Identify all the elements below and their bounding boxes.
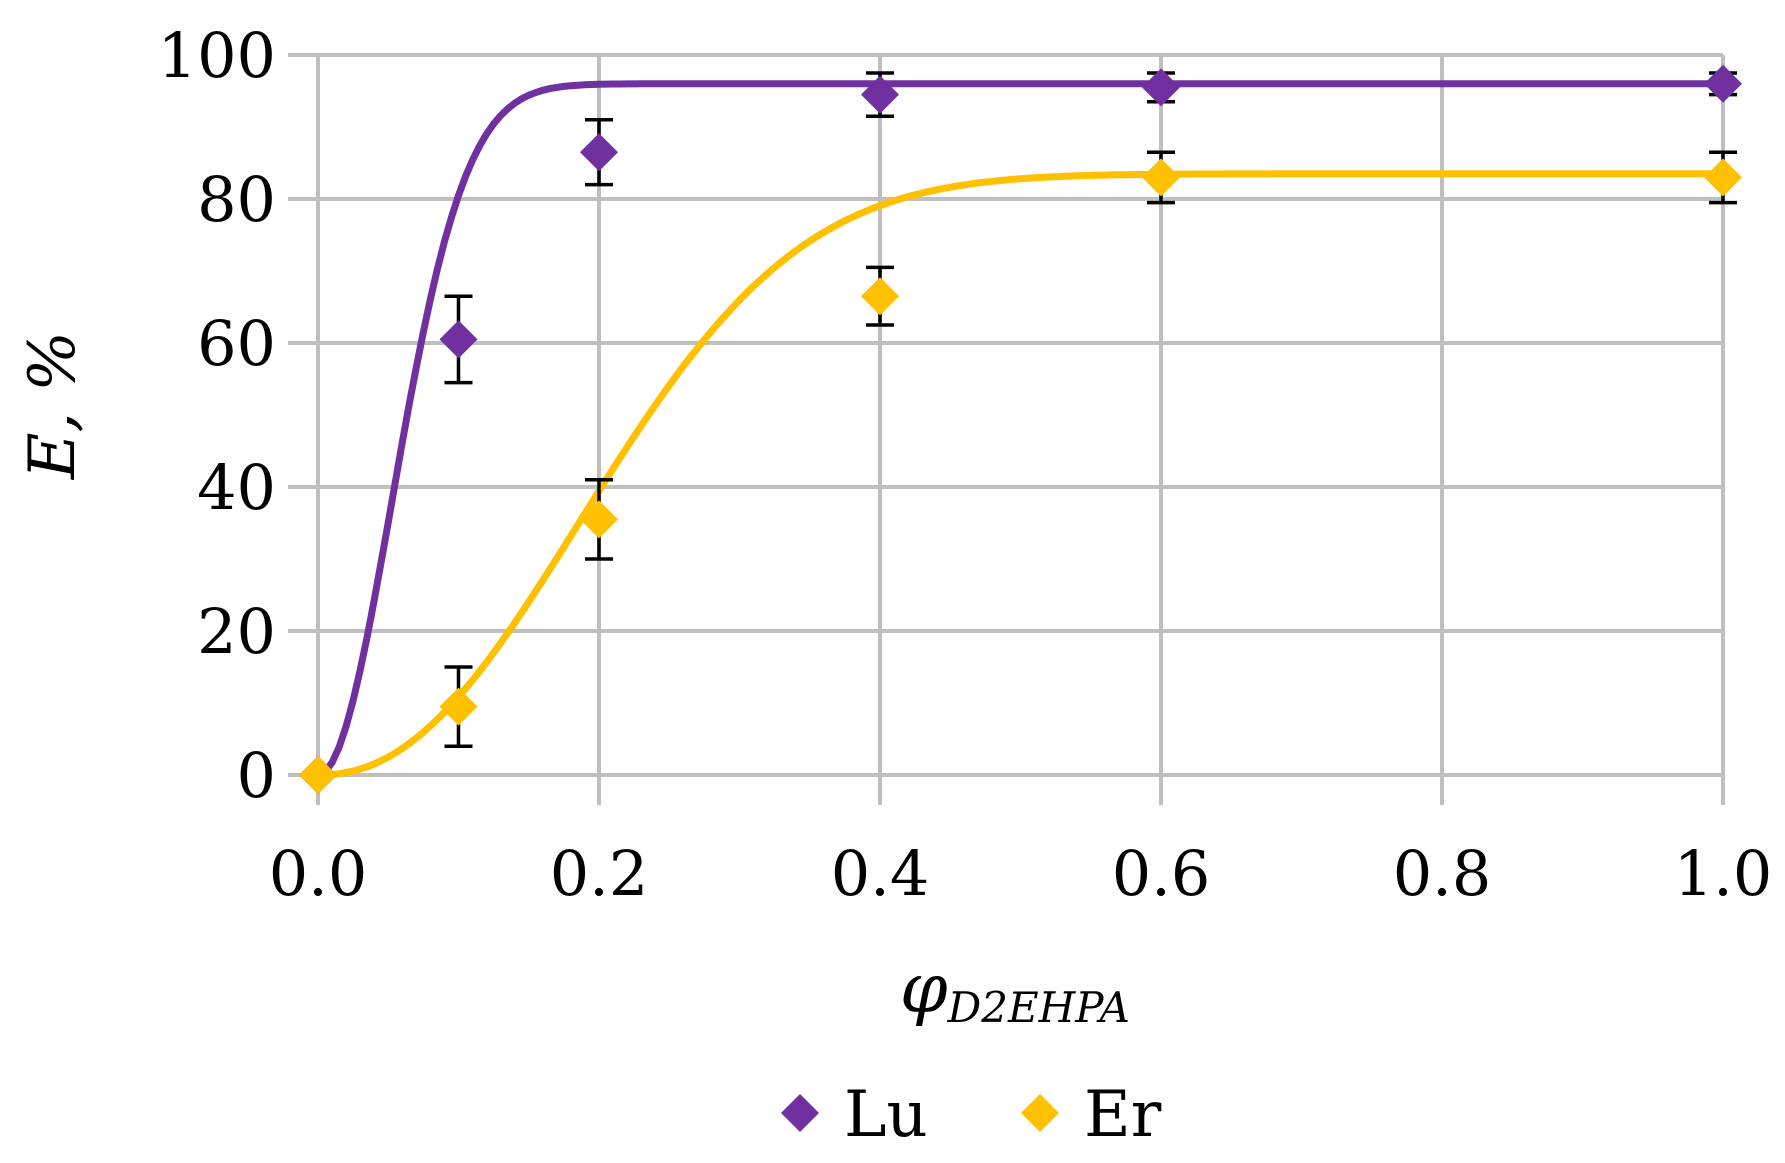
marker-lu — [1142, 68, 1180, 107]
legend-marker-lu — [781, 1094, 819, 1132]
marker-lu — [861, 75, 899, 114]
y-tick-labels: 0 20 40 60 80 100 — [158, 19, 276, 812]
marker-er — [1704, 158, 1742, 197]
grid — [288, 53, 1725, 805]
x-axis-title-symbol: φ — [900, 950, 948, 1029]
x-tick-label: 0.4 — [831, 837, 930, 910]
x-axis-title: φD2EHPA — [900, 950, 1130, 1032]
x-tick-label: 0.2 — [550, 837, 649, 910]
x-axis-title-subscript: D2EHPA — [947, 983, 1130, 1032]
marker-er — [1142, 158, 1180, 197]
marker-lu — [439, 320, 478, 359]
y-tick-label: 80 — [197, 163, 276, 236]
legend-marker-er — [1021, 1094, 1059, 1132]
y-tick-label: 0 — [237, 739, 276, 812]
legend-label-er: Er — [1084, 1078, 1162, 1152]
marker-lu — [580, 133, 618, 172]
legend-label-lu: Lu — [844, 1078, 928, 1152]
y-tick-label: 60 — [197, 307, 276, 380]
x-tick-label: 0.6 — [1112, 837, 1211, 910]
fit-curve-lu — [316, 80, 1723, 779]
x-tick-label: 0.8 — [1393, 837, 1492, 910]
marker-lu — [1704, 64, 1742, 103]
x-tick-label: 0.0 — [269, 837, 368, 910]
y-tick-label: 100 — [158, 19, 276, 92]
marker-er — [580, 500, 618, 539]
fit-curve-er — [317, 170, 1723, 779]
fit-curves — [316, 80, 1723, 779]
data-markers — [299, 64, 1742, 794]
x-tick-labels: 0.0 0.2 0.4 0.6 0.8 1.0 — [269, 837, 1773, 910]
y-axis-title: E, % — [16, 331, 90, 480]
marker-er — [439, 687, 478, 726]
marker-er — [861, 277, 899, 316]
y-tick-label: 20 — [197, 595, 276, 668]
marker-er — [299, 756, 337, 794]
legend: Lu Er — [781, 1078, 1162, 1152]
x-tick-label: 1.0 — [1674, 837, 1773, 910]
y-tick-label: 40 — [197, 451, 276, 524]
